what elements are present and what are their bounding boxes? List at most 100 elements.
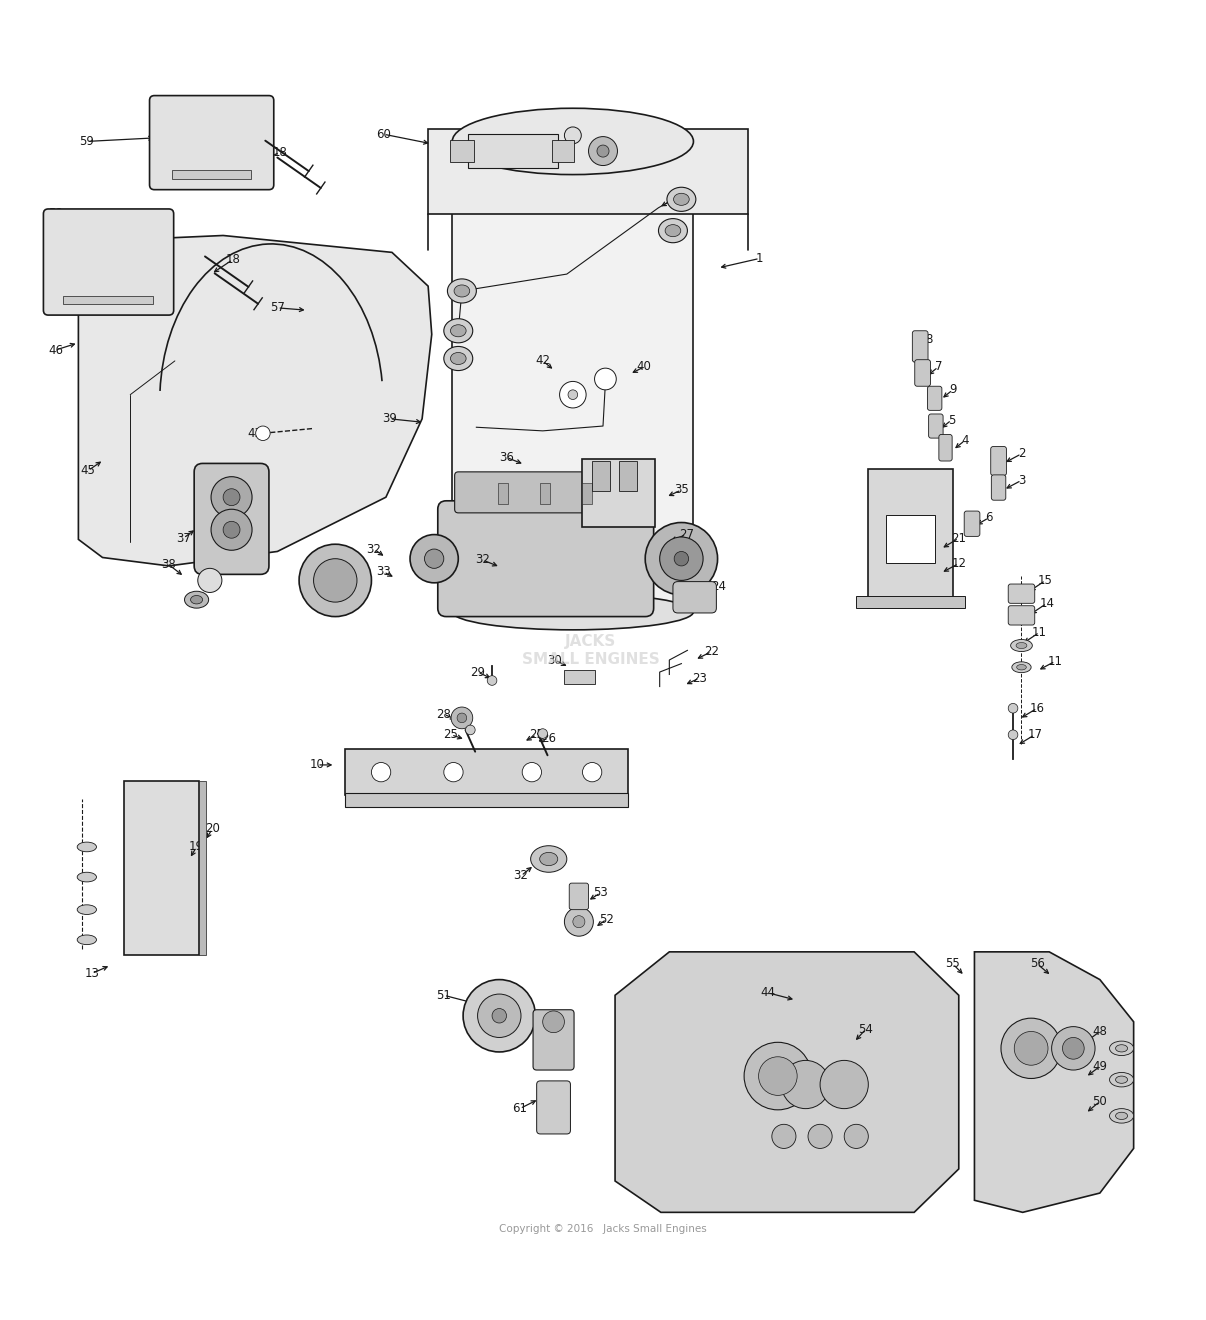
Ellipse shape bbox=[1017, 664, 1026, 671]
Circle shape bbox=[457, 713, 467, 723]
Circle shape bbox=[589, 136, 617, 165]
Bar bbox=[564, 669, 595, 684]
FancyBboxPatch shape bbox=[1008, 583, 1035, 603]
Ellipse shape bbox=[191, 595, 203, 605]
Polygon shape bbox=[974, 952, 1134, 1212]
Circle shape bbox=[573, 916, 585, 928]
Bar bbox=[552, 140, 574, 162]
Circle shape bbox=[223, 521, 240, 539]
Text: 11: 11 bbox=[1048, 655, 1062, 668]
Circle shape bbox=[759, 1057, 797, 1096]
Text: 29: 29 bbox=[470, 665, 485, 678]
Bar bbox=[345, 792, 628, 807]
FancyBboxPatch shape bbox=[537, 1081, 570, 1134]
Text: 34: 34 bbox=[628, 490, 643, 503]
FancyBboxPatch shape bbox=[914, 360, 930, 387]
Text: 43: 43 bbox=[247, 426, 262, 440]
Ellipse shape bbox=[1011, 639, 1032, 652]
Ellipse shape bbox=[450, 352, 466, 364]
Text: 1: 1 bbox=[756, 252, 763, 265]
Circle shape bbox=[568, 389, 578, 400]
Text: 42: 42 bbox=[535, 354, 550, 367]
Circle shape bbox=[1001, 1018, 1061, 1078]
Text: 40: 40 bbox=[637, 360, 651, 374]
Polygon shape bbox=[78, 235, 432, 566]
Text: 26: 26 bbox=[541, 731, 556, 744]
FancyBboxPatch shape bbox=[927, 387, 942, 411]
Circle shape bbox=[564, 127, 581, 144]
Text: 30: 30 bbox=[548, 653, 562, 667]
Bar bbox=[856, 597, 965, 609]
Text: Copyright © 2016   Jacks Small Engines: Copyright © 2016 Jacks Small Engines bbox=[499, 1224, 707, 1234]
Text: 50: 50 bbox=[1093, 1094, 1107, 1107]
Ellipse shape bbox=[452, 594, 693, 630]
Text: 57: 57 bbox=[270, 301, 285, 314]
Text: 52: 52 bbox=[599, 913, 614, 925]
Ellipse shape bbox=[1110, 1072, 1134, 1086]
Circle shape bbox=[1062, 1038, 1084, 1059]
Text: 10: 10 bbox=[310, 759, 324, 771]
Text: 15: 15 bbox=[1038, 574, 1053, 587]
Circle shape bbox=[211, 477, 252, 517]
Text: 9: 9 bbox=[949, 383, 956, 396]
Bar bbox=[886, 515, 935, 562]
Text: 28: 28 bbox=[437, 708, 451, 721]
Bar bbox=[540, 483, 550, 504]
Text: 49: 49 bbox=[1093, 1060, 1107, 1073]
Text: 60: 60 bbox=[376, 128, 391, 141]
Circle shape bbox=[522, 763, 541, 781]
Text: 45: 45 bbox=[81, 465, 95, 477]
Ellipse shape bbox=[531, 846, 567, 873]
Ellipse shape bbox=[444, 318, 473, 343]
Text: 27: 27 bbox=[679, 528, 693, 541]
Text: 21: 21 bbox=[952, 532, 966, 545]
Text: 17: 17 bbox=[1028, 729, 1042, 742]
Bar bbox=[868, 470, 953, 609]
Ellipse shape bbox=[77, 873, 96, 882]
Text: 5: 5 bbox=[948, 413, 955, 426]
Text: 32: 32 bbox=[475, 553, 490, 566]
Text: 22: 22 bbox=[704, 645, 719, 659]
Text: 18: 18 bbox=[273, 145, 287, 158]
Bar bbox=[428, 129, 748, 214]
Bar bbox=[124, 780, 199, 956]
Ellipse shape bbox=[658, 219, 687, 243]
Text: 23: 23 bbox=[692, 672, 707, 685]
Text: 32: 32 bbox=[514, 870, 528, 882]
Circle shape bbox=[645, 523, 718, 595]
Circle shape bbox=[538, 729, 548, 738]
Text: 4: 4 bbox=[961, 434, 968, 447]
Ellipse shape bbox=[77, 842, 96, 851]
Text: 57: 57 bbox=[671, 190, 685, 203]
FancyBboxPatch shape bbox=[673, 582, 716, 612]
Circle shape bbox=[1008, 730, 1018, 739]
Ellipse shape bbox=[450, 325, 466, 337]
Text: 25: 25 bbox=[529, 729, 544, 742]
Circle shape bbox=[1052, 1027, 1095, 1071]
FancyBboxPatch shape bbox=[912, 331, 929, 362]
Text: 19: 19 bbox=[189, 841, 204, 854]
Text: 41: 41 bbox=[211, 496, 226, 510]
Circle shape bbox=[478, 994, 521, 1038]
Text: 7: 7 bbox=[935, 360, 942, 374]
Circle shape bbox=[597, 145, 609, 157]
Circle shape bbox=[299, 544, 371, 616]
Circle shape bbox=[595, 368, 616, 389]
Circle shape bbox=[660, 537, 703, 581]
FancyBboxPatch shape bbox=[150, 95, 274, 190]
Text: 25: 25 bbox=[444, 729, 458, 742]
Text: 6: 6 bbox=[985, 511, 993, 524]
Ellipse shape bbox=[447, 279, 476, 304]
Text: 20: 20 bbox=[205, 822, 219, 836]
Text: JACKS
SMALL ENGINES: JACKS SMALL ENGINES bbox=[522, 634, 660, 667]
Text: 55: 55 bbox=[946, 957, 960, 970]
Circle shape bbox=[410, 535, 458, 583]
Text: 58: 58 bbox=[48, 207, 63, 220]
Circle shape bbox=[451, 708, 473, 729]
Circle shape bbox=[772, 1125, 796, 1148]
Ellipse shape bbox=[1116, 1076, 1128, 1084]
Text: 16: 16 bbox=[1030, 702, 1044, 714]
Text: 44: 44 bbox=[761, 986, 775, 999]
FancyBboxPatch shape bbox=[194, 463, 269, 574]
Circle shape bbox=[211, 510, 252, 550]
